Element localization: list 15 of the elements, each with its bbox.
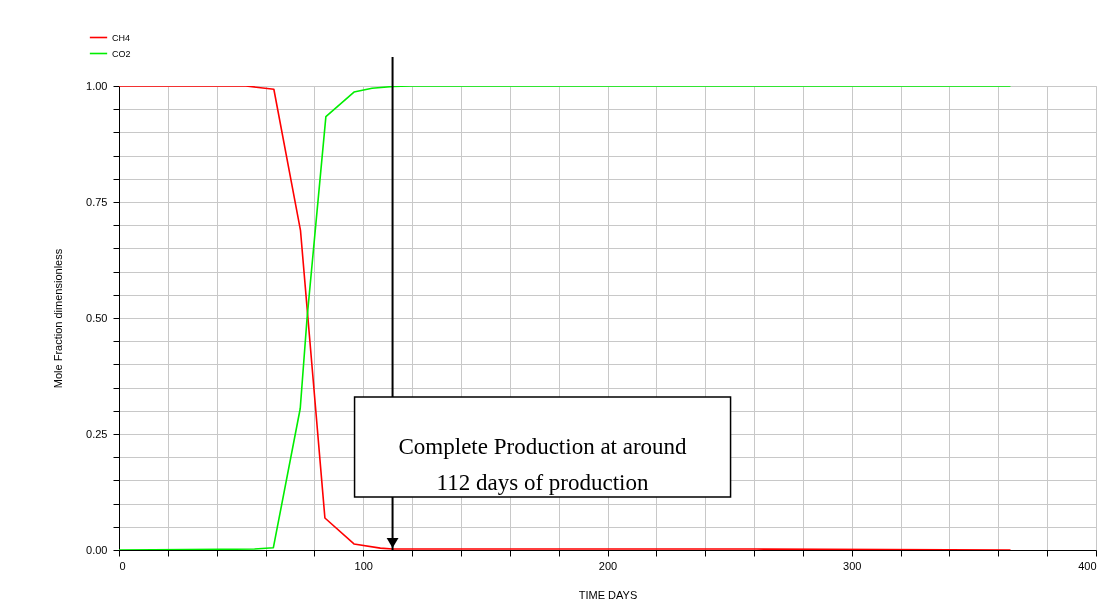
- x-axis-title: TIME DAYS: [578, 588, 638, 601]
- y-tick-label: 0.50: [86, 311, 108, 324]
- x-tick-label: 300: [843, 559, 862, 572]
- x-tick-label: 200: [598, 559, 618, 572]
- x-tick-label: 0: [119, 559, 126, 572]
- legend-label: CO2: [112, 48, 131, 59]
- y-tick-label: 1.00: [86, 79, 108, 92]
- legend-label: CH4: [112, 32, 131, 43]
- y-tick-label: 0.75: [86, 195, 108, 208]
- ref-line-label: Complete Production at around 112 days of production: [398, 434, 688, 495]
- y-tick-label: 0.00: [86, 543, 108, 556]
- y-tick-label: 0.25: [86, 427, 108, 440]
- x-tick-label: 100: [354, 559, 373, 572]
- y-axis-title: Mole Fraction dimensionless: [52, 248, 65, 389]
- x-tick-label: 400: [1078, 559, 1097, 572]
